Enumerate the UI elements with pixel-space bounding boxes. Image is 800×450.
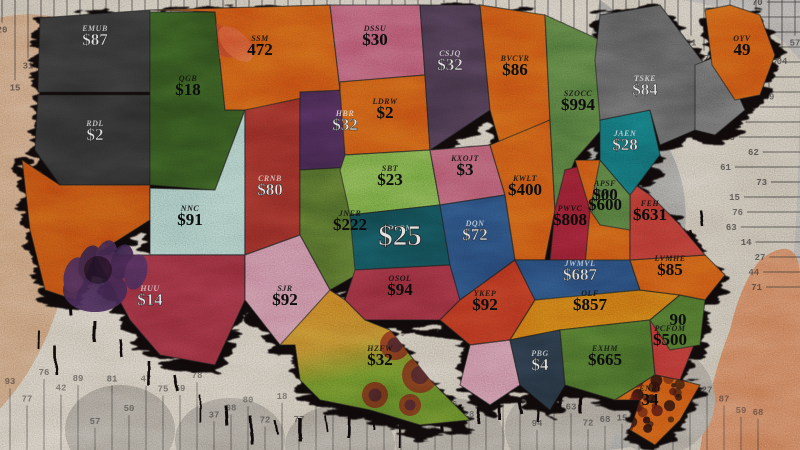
svg-text:$808: $808 <box>553 210 587 229</box>
svg-text:$14: $14 <box>137 290 163 309</box>
svg-text:$665: $665 <box>588 350 622 369</box>
svg-text:$00: $00 <box>592 185 618 204</box>
svg-text:472: 472 <box>247 40 273 59</box>
svg-text:34: 34 <box>642 390 660 409</box>
svg-text:$85: $85 <box>657 260 683 279</box>
svg-text:$28: $28 <box>612 135 638 154</box>
svg-text:49: 49 <box>734 40 751 59</box>
svg-text:$2: $2 <box>87 125 104 144</box>
svg-text:$25: $25 <box>378 220 422 252</box>
svg-text:$84: $84 <box>632 80 658 99</box>
svg-text:$72: $72 <box>462 225 488 244</box>
svg-text:$23: $23 <box>377 170 403 189</box>
svg-text:$32: $32 <box>367 350 393 369</box>
svg-text:$86: $86 <box>502 60 528 79</box>
svg-text:$92: $92 <box>472 295 498 314</box>
svg-text:$87: $87 <box>82 30 108 49</box>
svg-text:$91: $91 <box>177 210 203 229</box>
svg-text:90: 90 <box>670 310 687 329</box>
svg-text:$3: $3 <box>457 160 474 179</box>
svg-text:$857: $857 <box>573 295 608 314</box>
svg-text:$2: $2 <box>377 103 394 122</box>
svg-text:$4: $4 <box>532 355 550 374</box>
svg-text:$400: $400 <box>508 180 542 199</box>
svg-text:$32: $32 <box>332 115 358 134</box>
svg-text:$18: $18 <box>175 80 201 99</box>
svg-text:$994: $994 <box>561 95 596 114</box>
svg-text:$92: $92 <box>272 290 298 309</box>
svg-text:$94: $94 <box>387 280 413 299</box>
svg-text:$500: $500 <box>653 330 687 349</box>
svg-text:$32: $32 <box>437 55 463 74</box>
svg-text:$687: $687 <box>563 265 598 284</box>
svg-text:$222: $222 <box>333 215 367 234</box>
svg-text:$80: $80 <box>257 180 283 199</box>
svg-text:$631: $631 <box>633 205 667 224</box>
svg-text:$30: $30 <box>362 30 388 49</box>
